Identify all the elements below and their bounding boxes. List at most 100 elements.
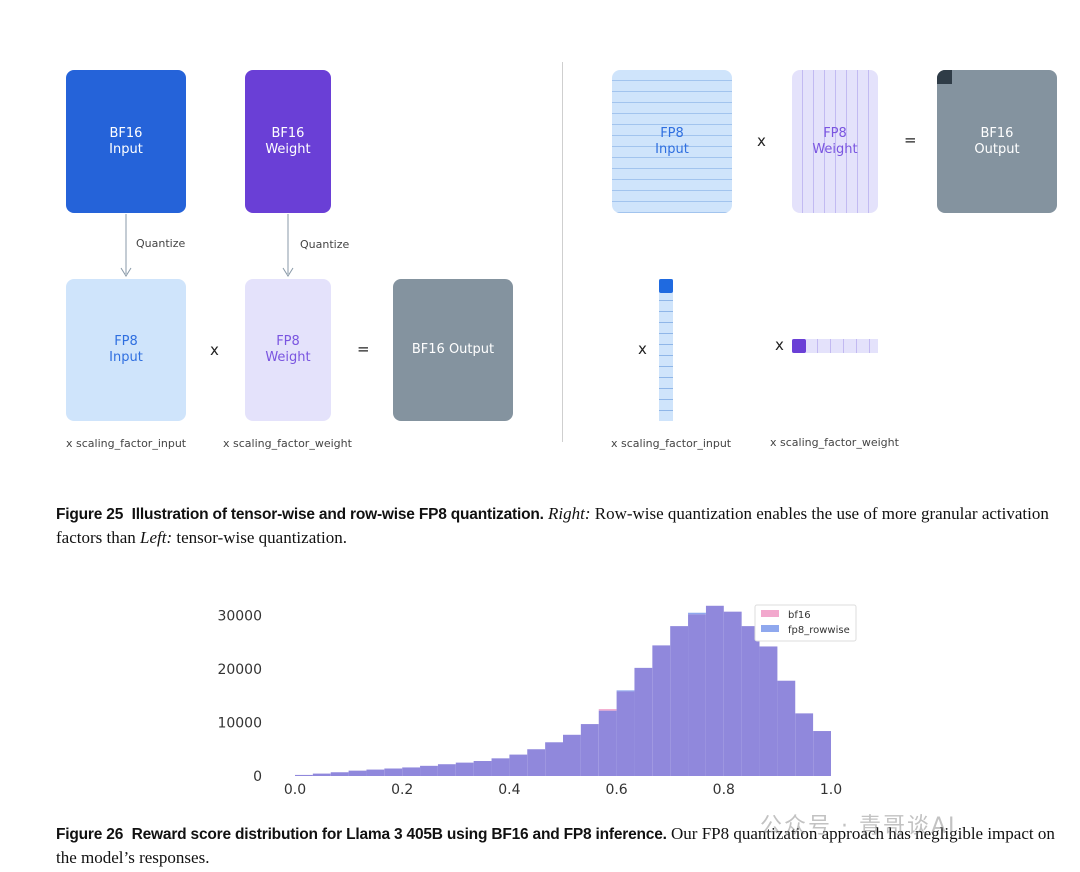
- bf16-output-rowwise-block: BF16 Output: [937, 70, 1057, 213]
- bf16-weight-line1: BF16: [271, 125, 305, 141]
- bf16-weight-line2: Weight: [265, 141, 311, 157]
- quantize-label-2: Quantize: [300, 238, 350, 251]
- x-tick-label: 0.4: [498, 782, 520, 798]
- fig26-label: Figure 26: [56, 826, 124, 843]
- x-tick-label: 0.6: [605, 782, 627, 798]
- row-scale-highlight: [659, 279, 673, 293]
- legend-box: [754, 604, 857, 642]
- x-tick-label: 0.8: [713, 782, 735, 798]
- arrowhead-input: [120, 267, 132, 277]
- panel-divider: [562, 62, 563, 442]
- col-scale-highlight: [792, 339, 806, 353]
- hist-bar: [688, 614, 706, 776]
- hist-bar: [420, 765, 438, 776]
- hist-bar: [634, 667, 653, 776]
- quantize-label-1: Quantize: [136, 237, 186, 250]
- hist-bar: [759, 646, 778, 776]
- hist-bar: [795, 713, 814, 776]
- bf16-input-line1: BF16: [109, 125, 143, 141]
- y-tick-label: 30000: [217, 608, 262, 624]
- fp8-weight-line1: FP8: [276, 334, 300, 349]
- scale-input-label-left: x scaling_factor_input: [66, 437, 187, 450]
- hist-bar: [312, 773, 331, 776]
- figure-25-caption: Figure 25 Illustration of tensor-wise an…: [56, 502, 1056, 549]
- arrowhead-weight: [282, 267, 294, 277]
- multiply-sign-weight-scale: x: [775, 336, 784, 354]
- fp8-input-r-line1: FP8: [660, 125, 684, 141]
- bf16-output-label: BF16 Output: [411, 342, 495, 357]
- hist-bar: [813, 731, 831, 776]
- legend-label: fp8_rowwise: [788, 625, 850, 636]
- y-tick-label: 10000: [217, 715, 262, 731]
- hist-bar: [616, 691, 635, 776]
- figure-26-caption: Figure 26 Reward score distribution for …: [56, 822, 1056, 869]
- x-tick-label: 0.0: [284, 782, 306, 798]
- reward-histogram: 0.0 0.2 0.4 0.6 0.8 1.0 0 10000 20000 30000 bf16 fp…: [217, 604, 857, 798]
- hist-bar-diff: [688, 612, 706, 615]
- multiply-sign-right: x: [757, 132, 766, 150]
- multiply-sign-left: x: [210, 341, 219, 359]
- fp8-weight-block: FP8 Weight: [245, 279, 331, 421]
- fp8-weight-r-line2: Weight: [812, 141, 858, 157]
- scale-weight-label-left: x scaling_factor_weight: [223, 437, 352, 450]
- output-corner-marker: [937, 70, 952, 84]
- legend-swatch: [761, 610, 779, 617]
- fp8-input-rowwise-block: FP8 Input: [612, 70, 732, 213]
- legend-label: bf16: [788, 610, 811, 621]
- col-scale-vector: [792, 339, 878, 353]
- hist-bar: [295, 774, 313, 776]
- fig26-rest-text: Our FP8 quantization approach has neglig…: [56, 824, 1055, 867]
- fig25-bold-title: Illustration of tensor-wise and row-wise…: [131, 506, 544, 523]
- fig25-label: Figure 25: [56, 506, 124, 523]
- row-scale-vector: [659, 279, 673, 421]
- y-tick-label: 20000: [217, 662, 262, 678]
- x-tick-label: 1.0: [820, 782, 842, 798]
- hist-bar: [384, 768, 403, 776]
- fp8-input-line2: Input: [109, 350, 143, 365]
- fp8-input-r-line2: Input: [655, 141, 689, 157]
- fp8-weight-r-line1: FP8: [823, 125, 847, 141]
- fp8-weight-line2: Weight: [265, 350, 311, 365]
- hist-bar: [741, 626, 760, 776]
- hist-bar: [723, 611, 742, 776]
- bf16-output-block: BF16 Output: [393, 279, 513, 421]
- legend-swatch: [761, 625, 779, 632]
- multiply-sign-input-scale: x: [638, 340, 647, 358]
- scale-weight-label-right: x scaling_factor_weight: [770, 436, 899, 449]
- quantize-arrows: [120, 214, 294, 277]
- hist-bar: [330, 772, 349, 776]
- hist-bar: [527, 749, 546, 776]
- fig25-left-word: Left:: [140, 528, 173, 547]
- fp8-weight-colwise-block: FP8 Weight: [792, 70, 878, 213]
- bf16-output-r-line2: Output: [974, 141, 1020, 157]
- hist-bar: [563, 734, 581, 776]
- fp8-input-block: FP8 Input: [66, 279, 186, 421]
- hist-bar: [652, 645, 671, 776]
- hist-bar-diff: [616, 690, 635, 692]
- hist-bar: [705, 605, 724, 776]
- hist-bar: [777, 680, 796, 776]
- hist-bar: [598, 710, 617, 776]
- hist-bar: [580, 724, 599, 776]
- fig25-mid-text: Row-wise quantization enables the use of…: [56, 504, 1049, 547]
- x-tick-label: 0.2: [391, 782, 413, 798]
- bf16-input-line2: Input: [109, 141, 143, 157]
- hist-bar: [437, 764, 456, 776]
- hist-bar: [348, 770, 367, 776]
- hist-bar: [473, 761, 492, 776]
- watermark-text: 公众号 · 青哥谈AI: [760, 814, 957, 839]
- fig25-end-text: tensor-wise quantization.: [176, 528, 347, 547]
- bf16-output-r-line1: BF16: [980, 125, 1014, 141]
- hist-bar: [402, 767, 421, 776]
- hist-bar: [455, 762, 474, 776]
- hist-bar: [491, 758, 510, 776]
- fig26-bold-title: Reward score distribution for Llama 3 40…: [131, 826, 667, 843]
- bf16-input-block: BF16 Input: [66, 70, 186, 213]
- hist-bar-diff: [598, 709, 617, 711]
- hist-bar: [545, 742, 563, 776]
- bf16-weight-block: BF16 Weight: [245, 70, 331, 213]
- equals-sign-left: =: [357, 340, 370, 358]
- scale-input-label-right: x scaling_factor_input: [611, 437, 732, 450]
- row-lines: [612, 70, 732, 213]
- fig25-right-word: Right:: [547, 504, 591, 523]
